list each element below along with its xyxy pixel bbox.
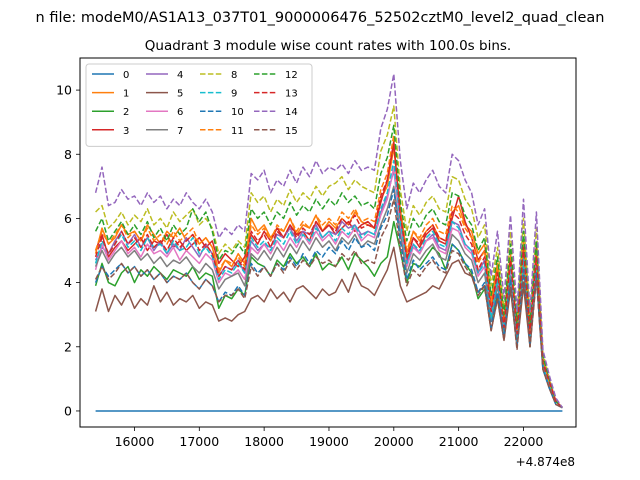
x-tick-label: 16000 <box>115 434 155 449</box>
series-line-11 <box>94 134 563 409</box>
legend-box <box>85 63 313 147</box>
legend-label-9: 9 <box>231 89 237 100</box>
legend-label-10: 10 <box>231 107 244 118</box>
legend-label-1: 1 <box>123 89 129 100</box>
x-tick-label: 19000 <box>309 434 349 449</box>
legend-label-0: 0 <box>123 70 129 81</box>
series-line-4 <box>94 169 563 409</box>
chart-title: Quadrant 3 module wise count rates with … <box>145 38 511 54</box>
series-line-8 <box>95 105 563 409</box>
y-tick-label: 2 <box>64 339 72 354</box>
figure-suptitle: n file: modeM0/AS1A13_037T01_9000006476_… <box>36 10 605 26</box>
series-line-15 <box>94 198 563 409</box>
y-tick-label: 0 <box>64 403 72 418</box>
series-line-12 <box>94 124 563 409</box>
y-tick-label: 10 <box>56 83 72 98</box>
legend-label-8: 8 <box>231 70 237 81</box>
series-line-13 <box>94 143 563 409</box>
legend-label-12: 12 <box>285 70 298 81</box>
legend-label-2: 2 <box>123 107 129 118</box>
x-axis: 16000 17000 18000 19000 20000 21000 22000 <box>115 427 544 449</box>
series-line-9 <box>94 159 563 409</box>
series-line-7 <box>94 185 563 409</box>
legend-label-3: 3 <box>123 126 129 137</box>
legend-label-15: 15 <box>285 126 298 137</box>
x-offset-label: +4.874e8 <box>516 455 575 469</box>
x-tick-label: 22000 <box>504 434 544 449</box>
x-tick-label: 20000 <box>374 434 414 449</box>
legend-label-7: 7 <box>177 126 183 137</box>
legend-label-14: 14 <box>285 107 298 118</box>
y-axis: 0 2 4 6 8 10 <box>56 83 80 418</box>
x-tick-label: 21000 <box>439 434 479 449</box>
legend-label-4: 4 <box>177 70 183 81</box>
series-line-10 <box>94 188 563 409</box>
y-tick-label: 6 <box>64 211 72 226</box>
y-tick-label: 4 <box>64 275 72 290</box>
axes-frame <box>79 57 577 428</box>
series-line-3 <box>94 140 563 409</box>
y-tick-label: 8 <box>64 147 72 162</box>
legend-label-13: 13 <box>285 89 298 100</box>
legend-label-11: 11 <box>231 126 244 137</box>
legend-label-5: 5 <box>177 89 183 100</box>
x-tick-label: 17000 <box>179 434 219 449</box>
series-line-14 <box>94 73 564 409</box>
x-tick-label: 18000 <box>244 434 284 449</box>
plot-area <box>94 73 564 412</box>
legend-label-6: 6 <box>177 107 183 118</box>
